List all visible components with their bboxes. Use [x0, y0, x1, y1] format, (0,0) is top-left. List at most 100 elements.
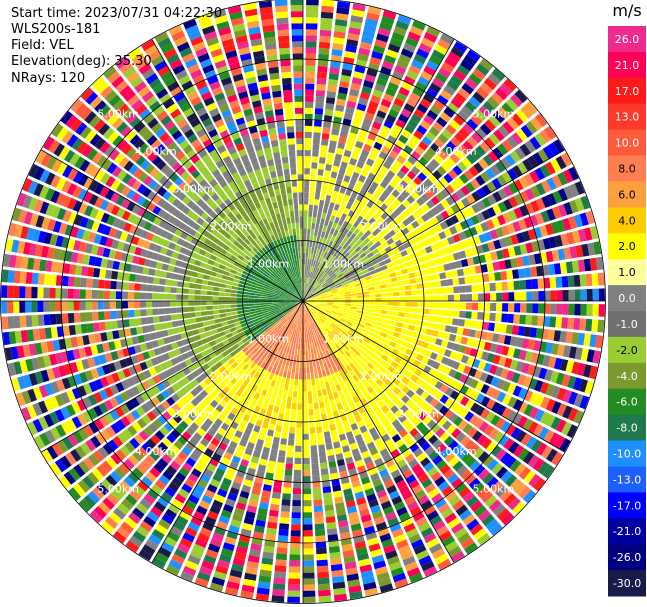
velocity-gate	[276, 120, 285, 128]
velocity-gate	[173, 327, 181, 334]
velocity-gate	[333, 31, 346, 39]
velocity-gate	[368, 152, 377, 162]
velocity-gate	[111, 270, 119, 280]
velocity-gate	[209, 390, 218, 399]
velocity-gate	[27, 257, 35, 270]
velocity-gate	[111, 372, 121, 383]
velocity-gate	[329, 255, 335, 262]
velocity-gate	[524, 202, 535, 215]
velocity-gate	[343, 271, 351, 277]
velocity-gate	[533, 253, 542, 265]
velocity-gate	[112, 330, 120, 340]
velocity-gate	[440, 89, 453, 101]
velocity-gate	[294, 265, 297, 272]
velocity-gate	[279, 316, 285, 321]
velocity-gate	[244, 285, 251, 290]
velocity-gate	[308, 298, 315, 301]
velocity-gate	[284, 108, 294, 115]
velocity-gate	[351, 171, 360, 180]
velocity-gate	[211, 113, 222, 123]
velocity-gate	[67, 375, 77, 388]
velocity-gate	[299, 289, 302, 296]
velocity-gate	[201, 494, 213, 505]
velocity-gate	[167, 531, 180, 542]
velocity-gate	[263, 356, 270, 364]
velocity-gate	[238, 196, 246, 205]
velocity-gate	[268, 372, 275, 380]
velocity-gate	[292, 59, 303, 66]
velocity-gate	[191, 271, 198, 278]
velocity-gate	[350, 15, 364, 24]
velocity-gate	[142, 187, 152, 198]
velocity-gate	[321, 187, 327, 195]
velocity-gate	[194, 577, 209, 588]
velocity-gate	[268, 128, 277, 136]
velocity-gate	[424, 261, 432, 269]
velocity-gate	[372, 212, 380, 221]
velocity-gate	[373, 281, 380, 286]
velocity-gate	[179, 268, 187, 275]
velocity-gate	[71, 401, 82, 414]
velocity-gate	[211, 356, 220, 364]
velocity-gate	[194, 538, 208, 549]
velocity-gate	[85, 289, 92, 299]
velocity-gate	[303, 222, 308, 229]
velocity-gate	[391, 260, 399, 267]
velocity-gate	[260, 86, 270, 94]
velocity-gate	[277, 363, 282, 370]
velocity-gate	[425, 163, 436, 173]
velocity-gate	[51, 261, 59, 273]
velocity-gate	[351, 77, 363, 86]
velocity-gate	[291, 279, 295, 286]
velocity-gate	[85, 91, 98, 105]
velocity-gate	[374, 39, 387, 49]
velocity-gate	[176, 97, 189, 108]
velocity-gate	[216, 65, 229, 75]
velocity-gate	[300, 319, 302, 326]
velocity-gate	[77, 413, 88, 426]
velocity-gate	[286, 292, 293, 296]
velocity-gate	[303, 289, 305, 295]
velocity-gate	[291, 518, 301, 525]
velocity-gate	[140, 391, 150, 402]
velocity-gate	[182, 52, 195, 63]
velocity-gate	[348, 27, 361, 36]
velocity-gate	[386, 135, 397, 145]
velocity-gate	[508, 292, 515, 301]
velocity-gate	[209, 149, 219, 159]
velocity-gate	[181, 483, 193, 494]
velocity-gate	[228, 236, 236, 244]
velocity-gate	[55, 235, 64, 247]
velocity-gate	[369, 294, 376, 298]
velocity-gate	[464, 276, 472, 284]
velocity-gate	[156, 382, 166, 392]
velocity-gate	[289, 280, 294, 287]
velocity-gate	[301, 325, 303, 332]
velocity-gate	[209, 271, 217, 277]
velocity-gate	[382, 160, 392, 170]
velocity-gate	[312, 144, 320, 151]
velocity-gate	[174, 548, 188, 560]
velocity-gate	[461, 197, 471, 208]
velocity-gate	[327, 85, 337, 93]
velocity-gate	[70, 226, 79, 238]
velocity-gate	[258, 394, 266, 403]
velocity-gate	[483, 283, 490, 292]
velocity-gate	[347, 94, 358, 103]
velocity-gate	[232, 343, 239, 350]
velocity-gate	[468, 266, 476, 275]
velocity-gate	[275, 114, 285, 122]
velocity-gate	[280, 331, 285, 338]
velocity-gate	[107, 71, 121, 84]
velocity-gate	[349, 21, 362, 30]
velocity-gate	[380, 66, 392, 76]
velocity-gate	[343, 207, 350, 215]
velocity-gate	[317, 169, 324, 176]
velocity-gate	[170, 429, 181, 439]
velocity-gate	[357, 223, 364, 231]
velocity-gate	[251, 281, 258, 286]
velocity-gate	[291, 286, 296, 292]
velocity-gate	[396, 59, 409, 70]
velocity-gate	[268, 423, 276, 431]
velocity-gate	[318, 41, 331, 49]
